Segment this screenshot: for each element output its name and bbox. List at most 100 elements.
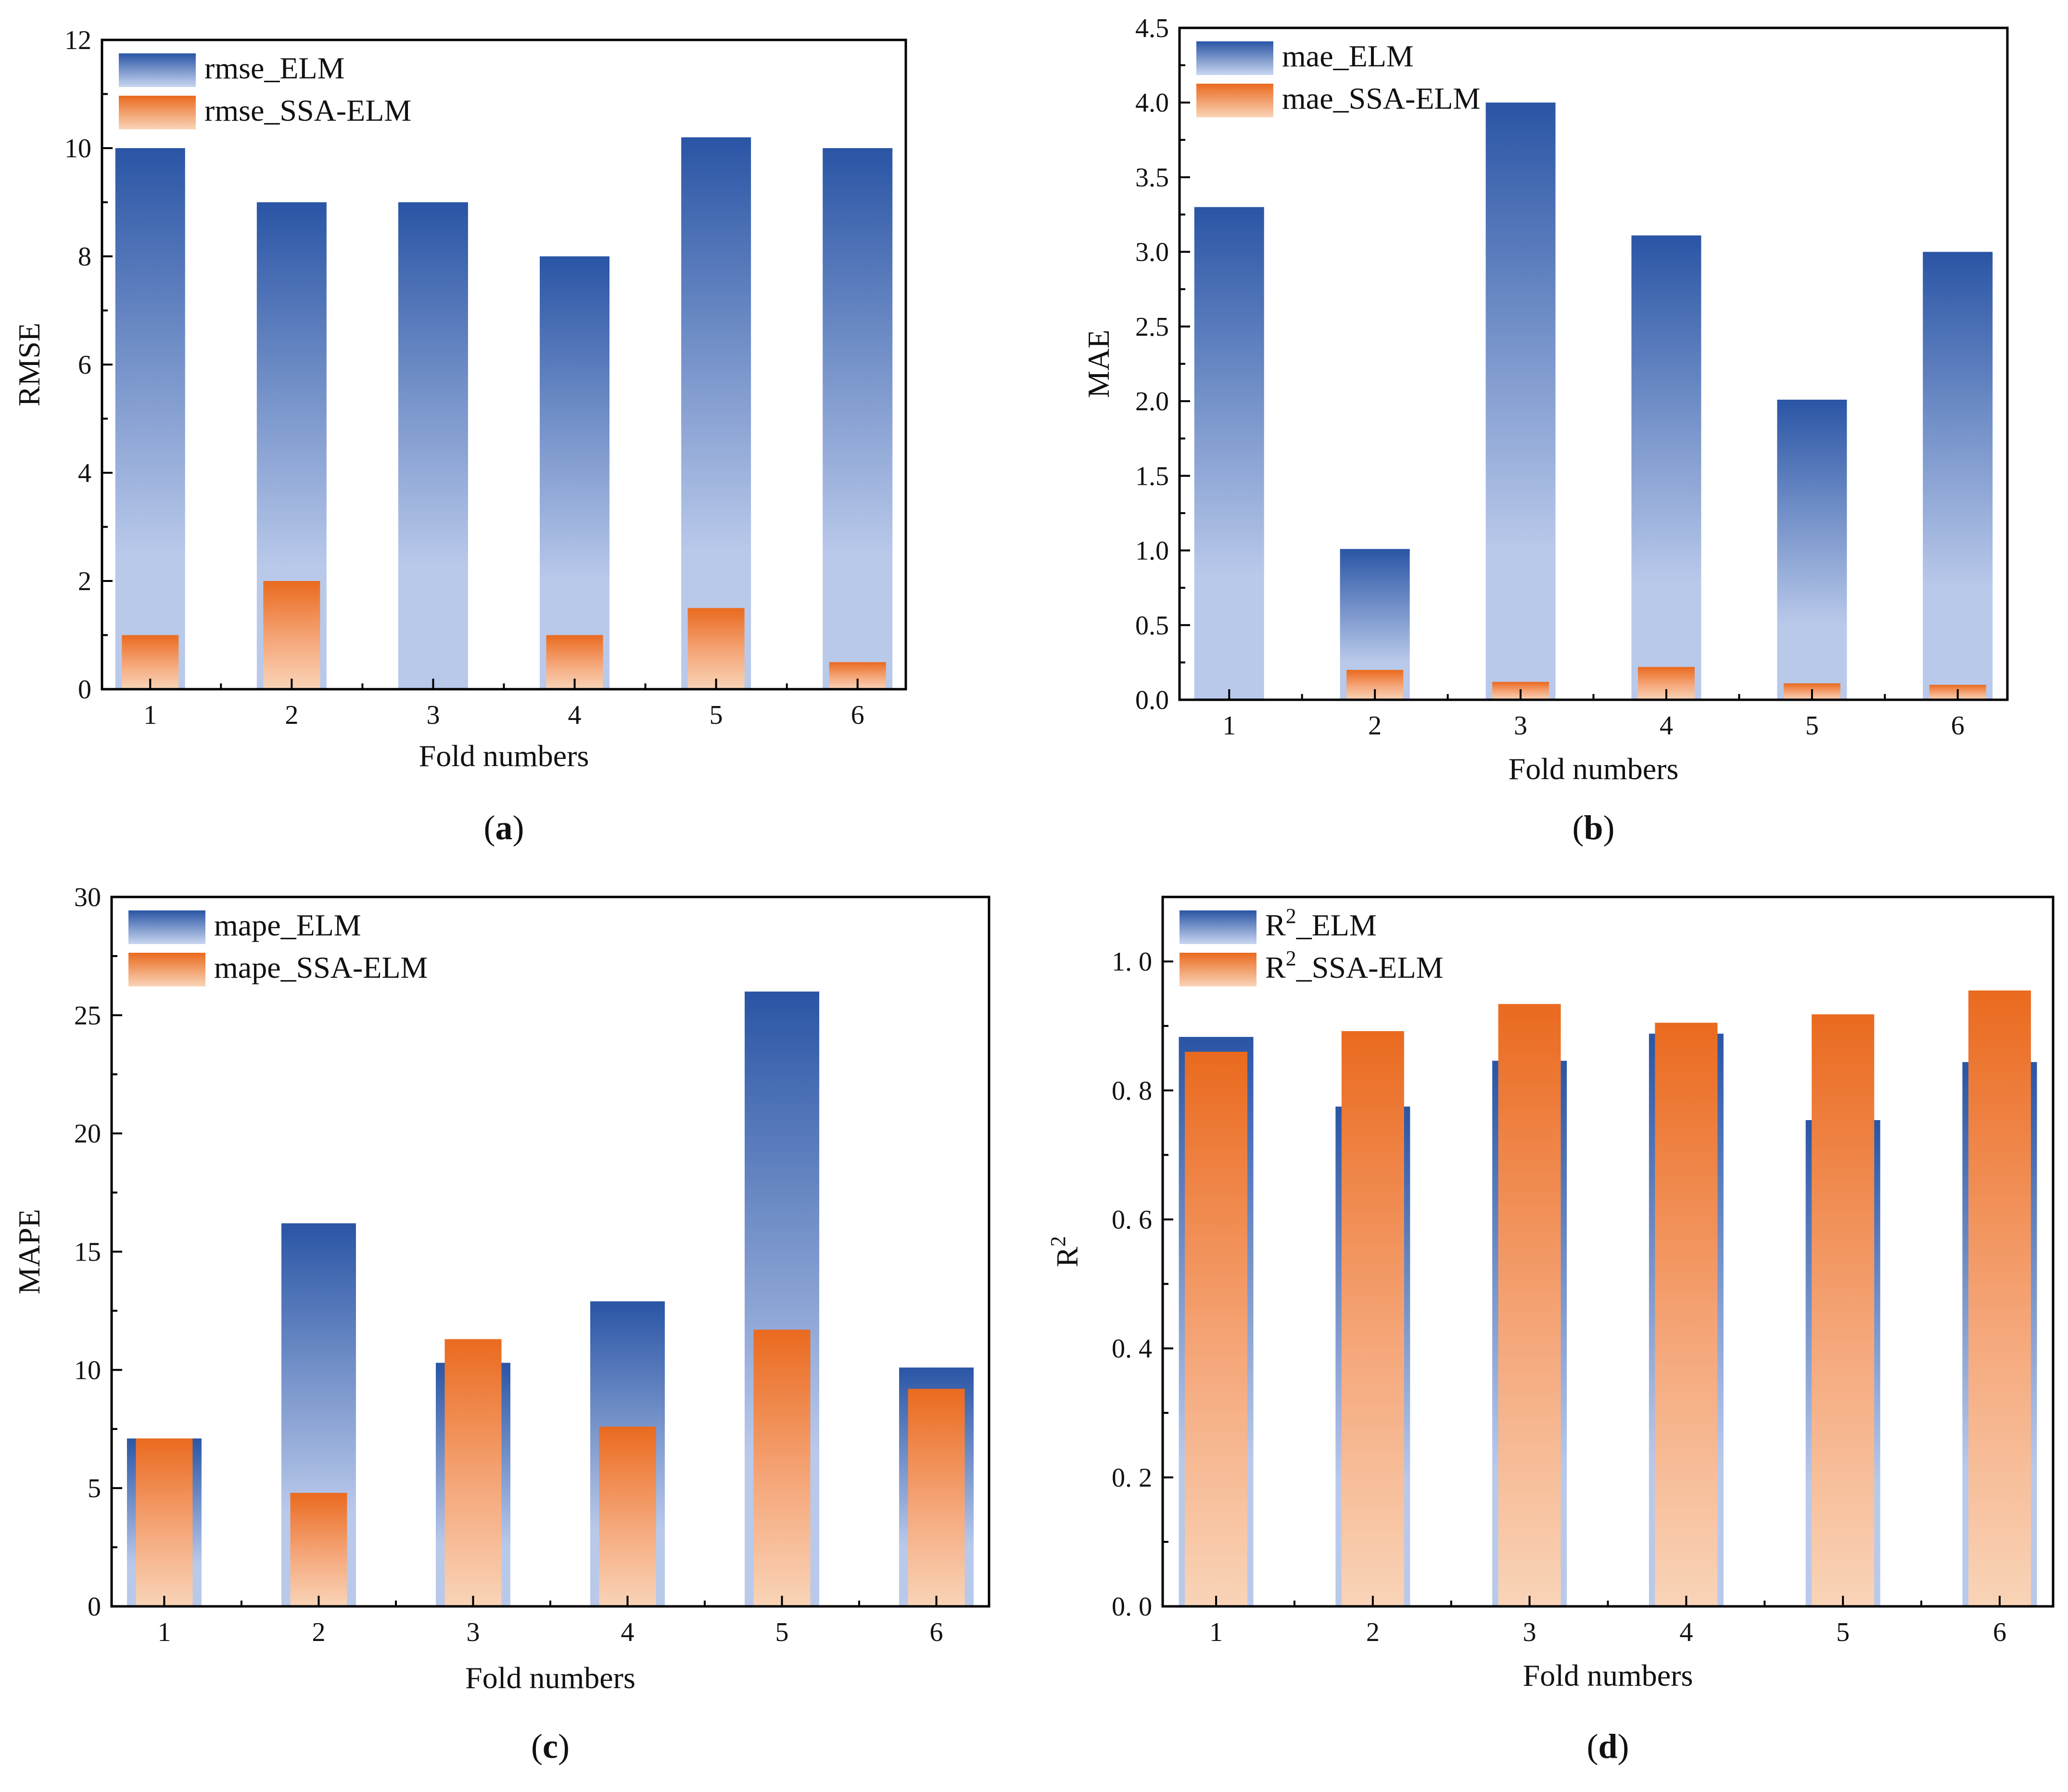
y-tick-label: 0 (78, 675, 91, 705)
legend-swatch-elm (119, 53, 196, 87)
y-tick-label: 30 (74, 883, 101, 912)
bar-ssa-elm-fold-5 (753, 1329, 811, 1606)
y-axis-title: MAE (1081, 329, 1116, 398)
plot-frame (110, 896, 990, 1608)
y-tick-label: 4.0 (1135, 88, 1169, 118)
panel-label: (c) (531, 1727, 570, 1766)
legend-swatch-ssa-elm (128, 953, 205, 986)
y-tick-label: 10 (74, 1355, 101, 1385)
bar-elm-fold-6 (1923, 252, 1993, 700)
bar-elm-fold-4 (1631, 235, 1701, 700)
y-axis-title: RMSE (12, 323, 46, 406)
x-tick-label: 3 (1523, 1617, 1536, 1647)
panel-label: (a) (484, 808, 524, 847)
panel-label: (d) (1586, 1727, 1629, 1766)
chart-panel-c: 0 5 10 15 20 25 30 1 2 3 4 5 6 Fold numbers MAPE mape_E… (12, 883, 990, 1766)
y-tick-label: 0. 2 (1112, 1463, 1152, 1493)
x-axis-title: Fold numbers (465, 1661, 635, 1695)
y-tick-label: 5 (88, 1474, 101, 1503)
bar-ssa-elm-fold-4 (599, 1426, 656, 1606)
bar-ssa-elm-fold-6 (1968, 990, 2031, 1606)
plot-frame (1178, 26, 2009, 701)
bar-ssa-elm-fold-2 (1341, 1031, 1404, 1606)
plot-frame (1161, 896, 2055, 1608)
legend-label-ssa-elm: rmse_SSA-ELM (204, 93, 411, 127)
bar-ssa-elm-fold-5 (1812, 1014, 1875, 1606)
y-tick-label: 2.0 (1135, 387, 1169, 416)
y-tick-label: 4 (78, 458, 91, 488)
x-tick-label: 6 (1993, 1617, 2006, 1647)
y-axis-title-superscript: 2 (1046, 1236, 1070, 1247)
x-tick-label: 5 (1836, 1617, 1850, 1647)
x-tick-label: 1 (143, 700, 157, 730)
x-axis-title: Fold numbers (419, 739, 589, 773)
bar-elm-fold-5 (1777, 400, 1847, 700)
x-tick-label: 4 (1679, 1617, 1693, 1647)
legend-swatch-ssa-elm (1196, 84, 1273, 117)
chart-panel-b: 0.0 0.5 1.0 1.5 2.0 2.5 3.0 3.5 4.0 4.5 1 2 3 4 5 6 Fold… (1081, 13, 2009, 847)
y-tick-label: 12 (64, 25, 91, 55)
x-tick-label: 6 (851, 700, 864, 730)
x-tick-label: 1 (157, 1617, 171, 1647)
legend-label-elm: mae_ELM (1282, 39, 1414, 73)
y-tick-label: 1.0 (1135, 536, 1169, 566)
y-tick-label: 15 (74, 1237, 101, 1267)
y-tick-label: 3.0 (1135, 238, 1169, 267)
x-tick-label: 5 (710, 700, 723, 730)
plot-frame (101, 38, 907, 691)
x-tick-label: 4 (1660, 711, 1673, 741)
bar-elm-fold-1 (115, 148, 185, 689)
y-tick-label: 10 (64, 134, 91, 164)
legend-label-ssa-elm: mape_SSA-ELM (214, 950, 428, 984)
legend-label-ssa-elm: mae_SSA-ELM (1282, 81, 1480, 115)
x-tick-label: 3 (1514, 711, 1527, 741)
bar-ssa-elm-fold-3 (1498, 1004, 1561, 1606)
bar-ssa-elm-fold-3 (444, 1339, 502, 1606)
bar-elm-fold-3 (398, 202, 468, 689)
legend-label-elm: R2_ELM (1265, 904, 1377, 942)
y-tick-label: 0.0 (1135, 685, 1169, 715)
y-tick-label: 0. 4 (1112, 1334, 1152, 1364)
bar-ssa-elm-fold-1 (1185, 1051, 1248, 1606)
bar-elm-fold-5 (681, 137, 751, 689)
bar-ssa-elm-fold-1 (136, 1438, 193, 1606)
x-tick-label: 2 (312, 1617, 325, 1647)
x-tick-label: 3 (466, 1617, 480, 1647)
legend-swatch-elm (1196, 41, 1273, 75)
panel-label: (b) (1572, 808, 1614, 847)
x-tick-label: 2 (1368, 711, 1382, 741)
bar-ssa-elm-fold-6 (908, 1388, 965, 1606)
y-tick-label: 4.5 (1135, 13, 1169, 43)
x-tick-label: 2 (1366, 1617, 1380, 1647)
x-tick-label: 5 (1805, 711, 1819, 741)
x-tick-label: 1 (1222, 711, 1236, 741)
y-tick-label: 2.5 (1135, 312, 1169, 342)
y-tick-label: 2 (78, 567, 91, 596)
legend-label-elm: rmse_ELM (204, 51, 345, 85)
bar-elm-fold-3 (1485, 102, 1556, 700)
legend-swatch-elm (1180, 910, 1256, 944)
bar-ssa-elm-fold-2 (263, 581, 320, 689)
y-tick-label: 0. 8 (1112, 1076, 1152, 1106)
x-tick-label: 6 (1951, 711, 1965, 741)
y-tick-label: 3.5 (1135, 163, 1169, 192)
bar-elm-fold-1 (1194, 207, 1264, 700)
legend-label-elm: mape_ELM (214, 908, 361, 942)
y-tick-label: 20 (74, 1119, 101, 1149)
x-tick-label: 6 (930, 1617, 943, 1647)
y-tick-label: 1.5 (1135, 461, 1169, 491)
bar-ssa-elm-fold-5 (687, 608, 745, 689)
x-axis-title: Fold numbers (1509, 752, 1679, 786)
bar-elm-fold-4 (540, 256, 610, 689)
y-tick-label: 6 (78, 350, 91, 380)
y-tick-label: 0 (88, 1592, 101, 1622)
y-tick-label: 1. 0 (1112, 947, 1152, 977)
legend-swatch-ssa-elm (1180, 953, 1256, 986)
y-tick-label: 0.5 (1135, 611, 1169, 641)
y-axis-title: R2 (1046, 1236, 1084, 1267)
legend-swatch-elm (128, 910, 205, 944)
x-axis-title: Fold numbers (1523, 1658, 1693, 1692)
y-axis-title: MAPE (12, 1209, 46, 1295)
